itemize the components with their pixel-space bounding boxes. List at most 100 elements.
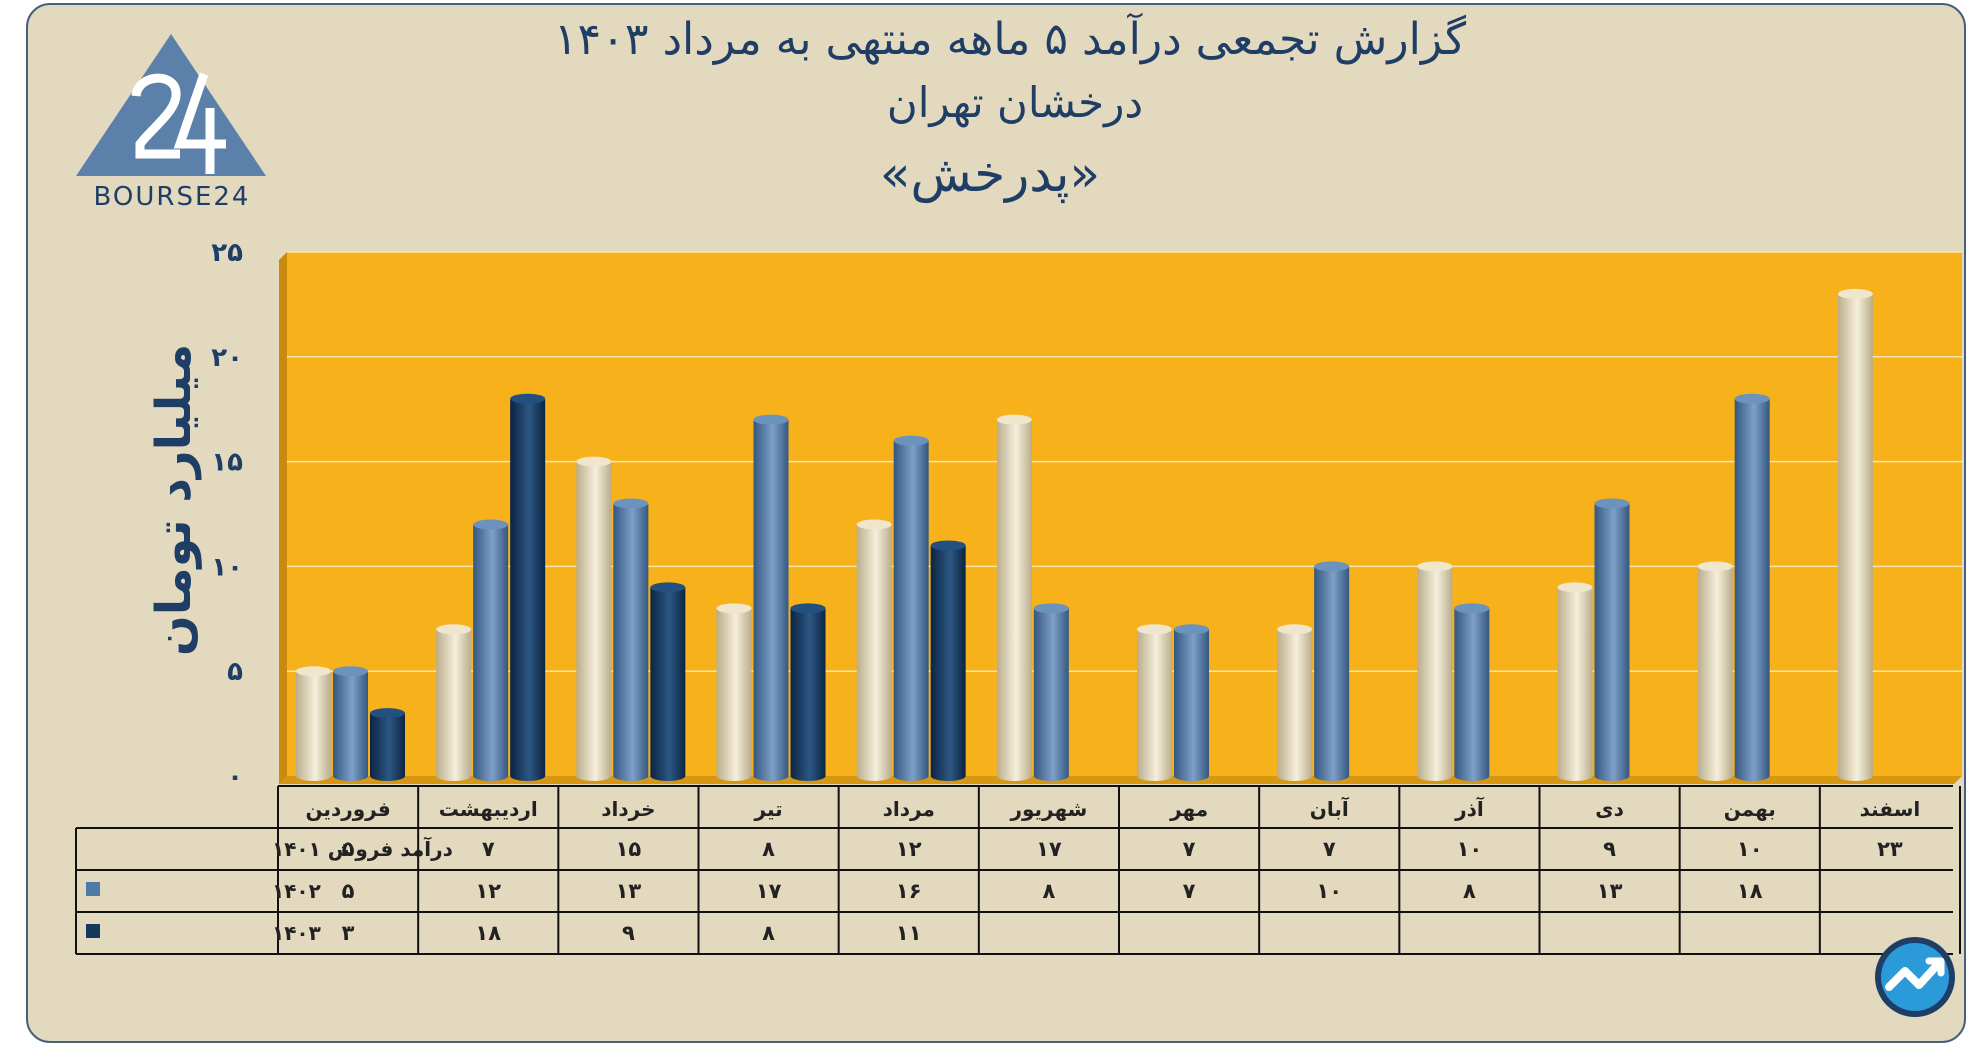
bar-base — [296, 771, 331, 781]
bar-base — [1137, 771, 1172, 781]
data-label: ۷ — [1323, 837, 1336, 861]
bar-2 — [650, 587, 686, 776]
bar-cap — [1033, 603, 1069, 614]
bar-cap — [790, 603, 826, 614]
bar-base — [1033, 771, 1069, 781]
bar-cap — [296, 666, 331, 677]
bar-cap — [1697, 561, 1733, 572]
data-label: ۵ — [342, 837, 355, 861]
bar-2 — [930, 545, 966, 776]
bar-cap — [996, 414, 1032, 425]
bar-base — [650, 771, 686, 781]
bar-base — [613, 771, 649, 781]
data-label: ۸ — [1463, 879, 1476, 903]
bar-0 — [296, 671, 331, 776]
category-label: آذر — [1454, 796, 1485, 821]
bar-base — [790, 771, 826, 781]
bar-base — [893, 771, 929, 781]
bar-1 — [613, 503, 649, 776]
bar-2 — [510, 398, 546, 776]
series-name: درآمد فروش ۱۴۰۱ — [272, 836, 453, 861]
chart-title: گزارش تجمعی درآمد ۵ ماهه منتهی به مرداد … — [553, 14, 1467, 65]
data-label: ۱۶ — [896, 879, 922, 903]
bar-base — [856, 771, 892, 781]
data-label: ۱۸ — [475, 921, 501, 945]
ticker-symbol: «پدرخش» — [879, 145, 1101, 203]
y-tick-label: ۲۰ — [211, 343, 243, 373]
data-label: ۷ — [482, 837, 495, 861]
series-name: ۱۴۰۳ — [272, 921, 321, 945]
bar-base — [1454, 771, 1490, 781]
bar-0 — [1417, 566, 1453, 776]
data-label: ۱۰ — [1316, 879, 1342, 903]
data-label: ۹ — [1603, 837, 1616, 861]
bar-base — [716, 771, 752, 781]
logo-text: BOURSE24 — [93, 182, 251, 212]
data-label: ۷ — [1183, 837, 1196, 861]
bar-cap — [1277, 624, 1313, 635]
bar-cap — [436, 624, 472, 635]
category-label: اردیبهشت — [439, 797, 538, 821]
data-label: ۸ — [1043, 879, 1056, 903]
trend-arrow-icon — [1875, 937, 1955, 1017]
category-label: تیر — [754, 797, 783, 821]
bar-cap — [1314, 561, 1350, 572]
data-label: ۵ — [342, 879, 355, 903]
bar-cap — [370, 708, 405, 719]
data-label: ۸ — [762, 921, 775, 945]
bar-0 — [1837, 293, 1873, 776]
category-label: مهر — [1169, 797, 1208, 821]
bar-1 — [753, 419, 789, 776]
bar-cap — [1174, 624, 1209, 635]
series-name: ۱۴۰۲ — [272, 879, 321, 903]
bar-0 — [1557, 587, 1593, 776]
bar-base — [510, 771, 546, 781]
data-label: ۱۲ — [896, 837, 922, 861]
y-axis-label: میلیارد تومان — [146, 344, 202, 656]
bar-cap — [473, 519, 509, 530]
bar-cap — [510, 393, 546, 404]
bar-1 — [893, 440, 929, 776]
bar-cap — [1837, 288, 1873, 299]
bar-base — [1557, 771, 1593, 781]
bar-base — [436, 771, 472, 781]
bar-base — [1417, 771, 1453, 781]
bar-cap — [1557, 582, 1593, 593]
plot-area — [287, 252, 1962, 776]
bar-base — [1594, 771, 1630, 781]
bar-cap — [1734, 393, 1770, 404]
bar-cap — [576, 456, 612, 467]
bar-cap — [856, 519, 892, 530]
category-label: دی — [1595, 797, 1624, 821]
data-label: ۱۷ — [1036, 837, 1062, 861]
category-label: مرداد — [883, 797, 935, 821]
category-label: خرداد — [601, 797, 655, 821]
bar-base — [576, 771, 612, 781]
bar-base — [753, 771, 789, 781]
bar-0 — [716, 608, 752, 776]
data-label: ۱۲ — [475, 879, 501, 903]
bar-cap — [613, 498, 649, 509]
bar-1 — [1033, 608, 1069, 776]
data-label: ۲۳ — [1877, 837, 1903, 861]
bar-cap — [650, 582, 686, 593]
bar-0 — [436, 629, 472, 776]
bar-cap — [930, 540, 966, 551]
bar-1 — [1734, 398, 1770, 776]
bar-cap — [1417, 561, 1453, 572]
category-label: فروردین — [305, 797, 390, 821]
y-tick-label: ۵ — [227, 657, 243, 687]
bar-0 — [576, 461, 612, 776]
legend-swatch — [86, 924, 100, 938]
data-label: ۱۰ — [1457, 837, 1483, 861]
bourse24-logo-icon — [76, 34, 266, 176]
bar-base — [333, 771, 368, 781]
data-label: ۱۷ — [756, 879, 782, 903]
bar-cap — [753, 414, 789, 425]
bar-cap — [333, 666, 368, 677]
bar-1 — [473, 524, 509, 776]
bar-0 — [856, 524, 892, 776]
bar-base — [1697, 771, 1733, 781]
bar-1 — [1174, 629, 1209, 776]
